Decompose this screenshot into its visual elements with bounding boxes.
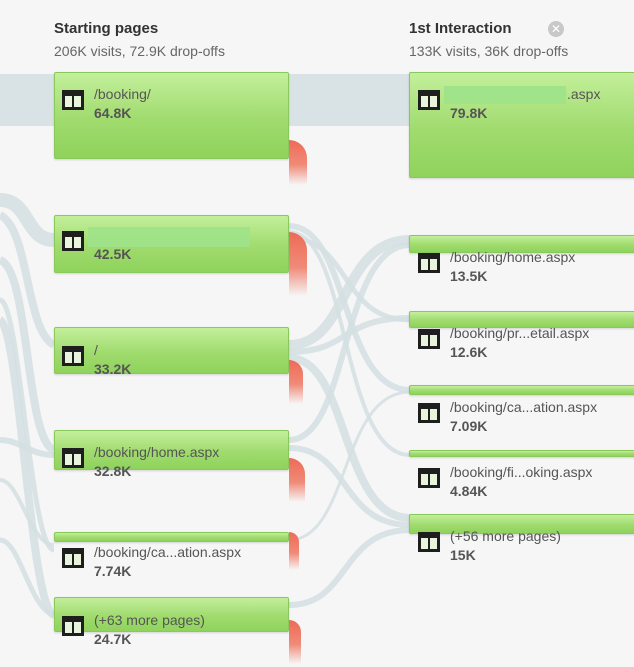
page-name: /booking/home.aspx	[94, 444, 220, 460]
first-interaction-summary: 133K visits, 36K drop-offs	[409, 43, 569, 59]
page-visits: 13.5K	[450, 268, 488, 284]
flow-band	[0, 211, 57, 349]
flow-band	[0, 537, 55, 618]
flow-band	[288, 445, 411, 528]
page-icon	[62, 231, 84, 251]
dropoff-bar[interactable]	[289, 458, 305, 502]
page-visits: 79.8K	[450, 105, 488, 121]
page-name: /booking/ca...ation.aspx	[94, 544, 242, 560]
page-visits: 33.2K	[94, 361, 132, 377]
page-icon	[418, 468, 440, 488]
dropoff-bar[interactable]	[289, 360, 303, 404]
dropoff-bar[interactable]	[289, 620, 301, 664]
page-visits: 7.74K	[94, 563, 132, 579]
flow-band	[288, 390, 411, 542]
page-visits: 4.84K	[450, 483, 488, 499]
page-icon	[62, 346, 84, 366]
node-int-booking-cation[interactable]	[409, 385, 634, 395]
flow-band	[0, 316, 57, 619]
close-icon[interactable]: ✕	[548, 21, 564, 37]
node-start-booking-cation[interactable]	[54, 532, 289, 542]
flow-band	[288, 354, 411, 522]
page-visits: 42.5K	[94, 246, 132, 262]
page-icon	[62, 90, 84, 110]
page-name: (+63 more pages)	[94, 612, 205, 628]
page-visits: 7.09K	[450, 418, 488, 434]
page-icon	[418, 403, 440, 423]
node-int-booking-home[interactable]	[409, 235, 634, 253]
page-name: /booking/pr...etail.aspx	[450, 325, 590, 341]
page-icon	[418, 329, 440, 349]
page-icon	[62, 448, 84, 468]
page-icon	[418, 253, 440, 273]
node-int-booking-finish[interactable]	[409, 450, 634, 457]
page-name: /	[94, 342, 98, 358]
starting-pages-title: Starting pages	[54, 20, 159, 37]
starting-pages-summary: 206K visits, 72.9K drop-offs	[54, 43, 225, 59]
page-icon	[418, 532, 440, 552]
flow-band	[0, 297, 56, 553]
page-name: /booking/	[94, 86, 151, 102]
page-name: /booking/fi...oking.aspx	[450, 464, 593, 480]
page-name: .aspx	[567, 86, 601, 102]
page-icon	[62, 616, 84, 636]
flow-band	[288, 527, 411, 608]
page-icon	[418, 90, 440, 110]
dropoff-bar[interactable]	[289, 532, 299, 570]
node-start-root[interactable]	[54, 327, 289, 374]
page-name: (+56 more pages)	[450, 528, 561, 544]
node-start-booking-home[interactable]	[54, 430, 289, 470]
page-name: /booking/home.aspx	[450, 249, 576, 265]
first-interaction-title: 1st Interaction	[409, 20, 512, 37]
dropoff-bar[interactable]	[289, 140, 307, 185]
node-int-booking-product[interactable]	[409, 311, 634, 328]
page-visits: 15K	[450, 547, 476, 563]
dropoff-bar[interactable]	[289, 232, 307, 296]
flow-band	[288, 235, 411, 350]
flow-band	[0, 437, 55, 458]
node-int-more-pages[interactable]	[409, 514, 634, 534]
node-start-booking[interactable]	[54, 72, 289, 159]
flow-band	[0, 256, 57, 454]
redacted-text	[444, 86, 566, 104]
page-visits: 24.7K	[94, 631, 132, 647]
page-name: /booking/ca...ation.aspx	[450, 399, 598, 415]
node-start-more-pages[interactable]	[54, 597, 289, 632]
page-visits: 12.6K	[450, 344, 488, 360]
page-icon	[62, 548, 84, 568]
flow-band	[288, 242, 411, 443]
page-visits: 64.8K	[94, 105, 132, 121]
flow-band	[0, 478, 55, 547]
redacted-text	[88, 227, 250, 247]
page-visits: 32.8K	[94, 463, 132, 479]
flow-band	[288, 223, 411, 393]
flow-band	[0, 193, 55, 247]
